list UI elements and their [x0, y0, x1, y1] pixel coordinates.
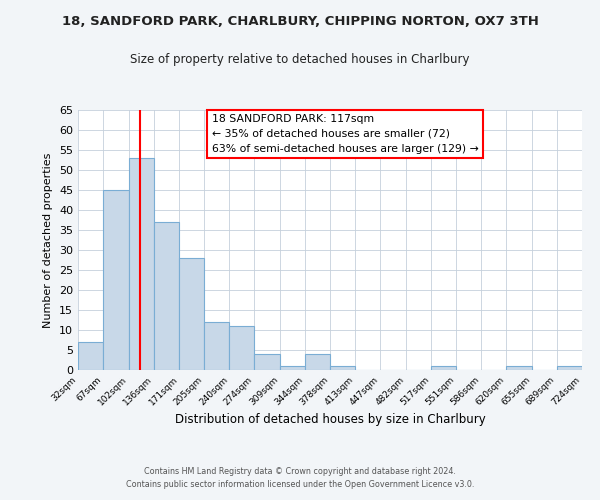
Bar [280, 366, 305, 370]
X-axis label: Distribution of detached houses by size in Charlbury: Distribution of detached houses by size … [175, 412, 485, 426]
Text: Size of property relative to detached houses in Charlbury: Size of property relative to detached ho… [130, 52, 470, 66]
Bar [78, 342, 103, 370]
Bar [254, 354, 280, 370]
Bar [103, 190, 129, 370]
Text: 18 SANDFORD PARK: 117sqm
← 35% of detached houses are smaller (72)
63% of semi-d: 18 SANDFORD PARK: 117sqm ← 35% of detach… [212, 114, 478, 154]
Bar [305, 354, 330, 370]
Bar [179, 258, 204, 370]
Text: Contains public sector information licensed under the Open Government Licence v3: Contains public sector information licen… [126, 480, 474, 489]
Bar [557, 366, 582, 370]
Bar [129, 158, 154, 370]
Bar [431, 366, 456, 370]
Bar [154, 222, 179, 370]
Bar [330, 366, 355, 370]
Text: Contains HM Land Registry data © Crown copyright and database right 2024.: Contains HM Land Registry data © Crown c… [144, 467, 456, 476]
Y-axis label: Number of detached properties: Number of detached properties [43, 152, 53, 328]
Bar [229, 326, 254, 370]
Bar [506, 366, 532, 370]
Text: 18, SANDFORD PARK, CHARLBURY, CHIPPING NORTON, OX7 3TH: 18, SANDFORD PARK, CHARLBURY, CHIPPING N… [62, 15, 538, 28]
Bar [204, 322, 229, 370]
